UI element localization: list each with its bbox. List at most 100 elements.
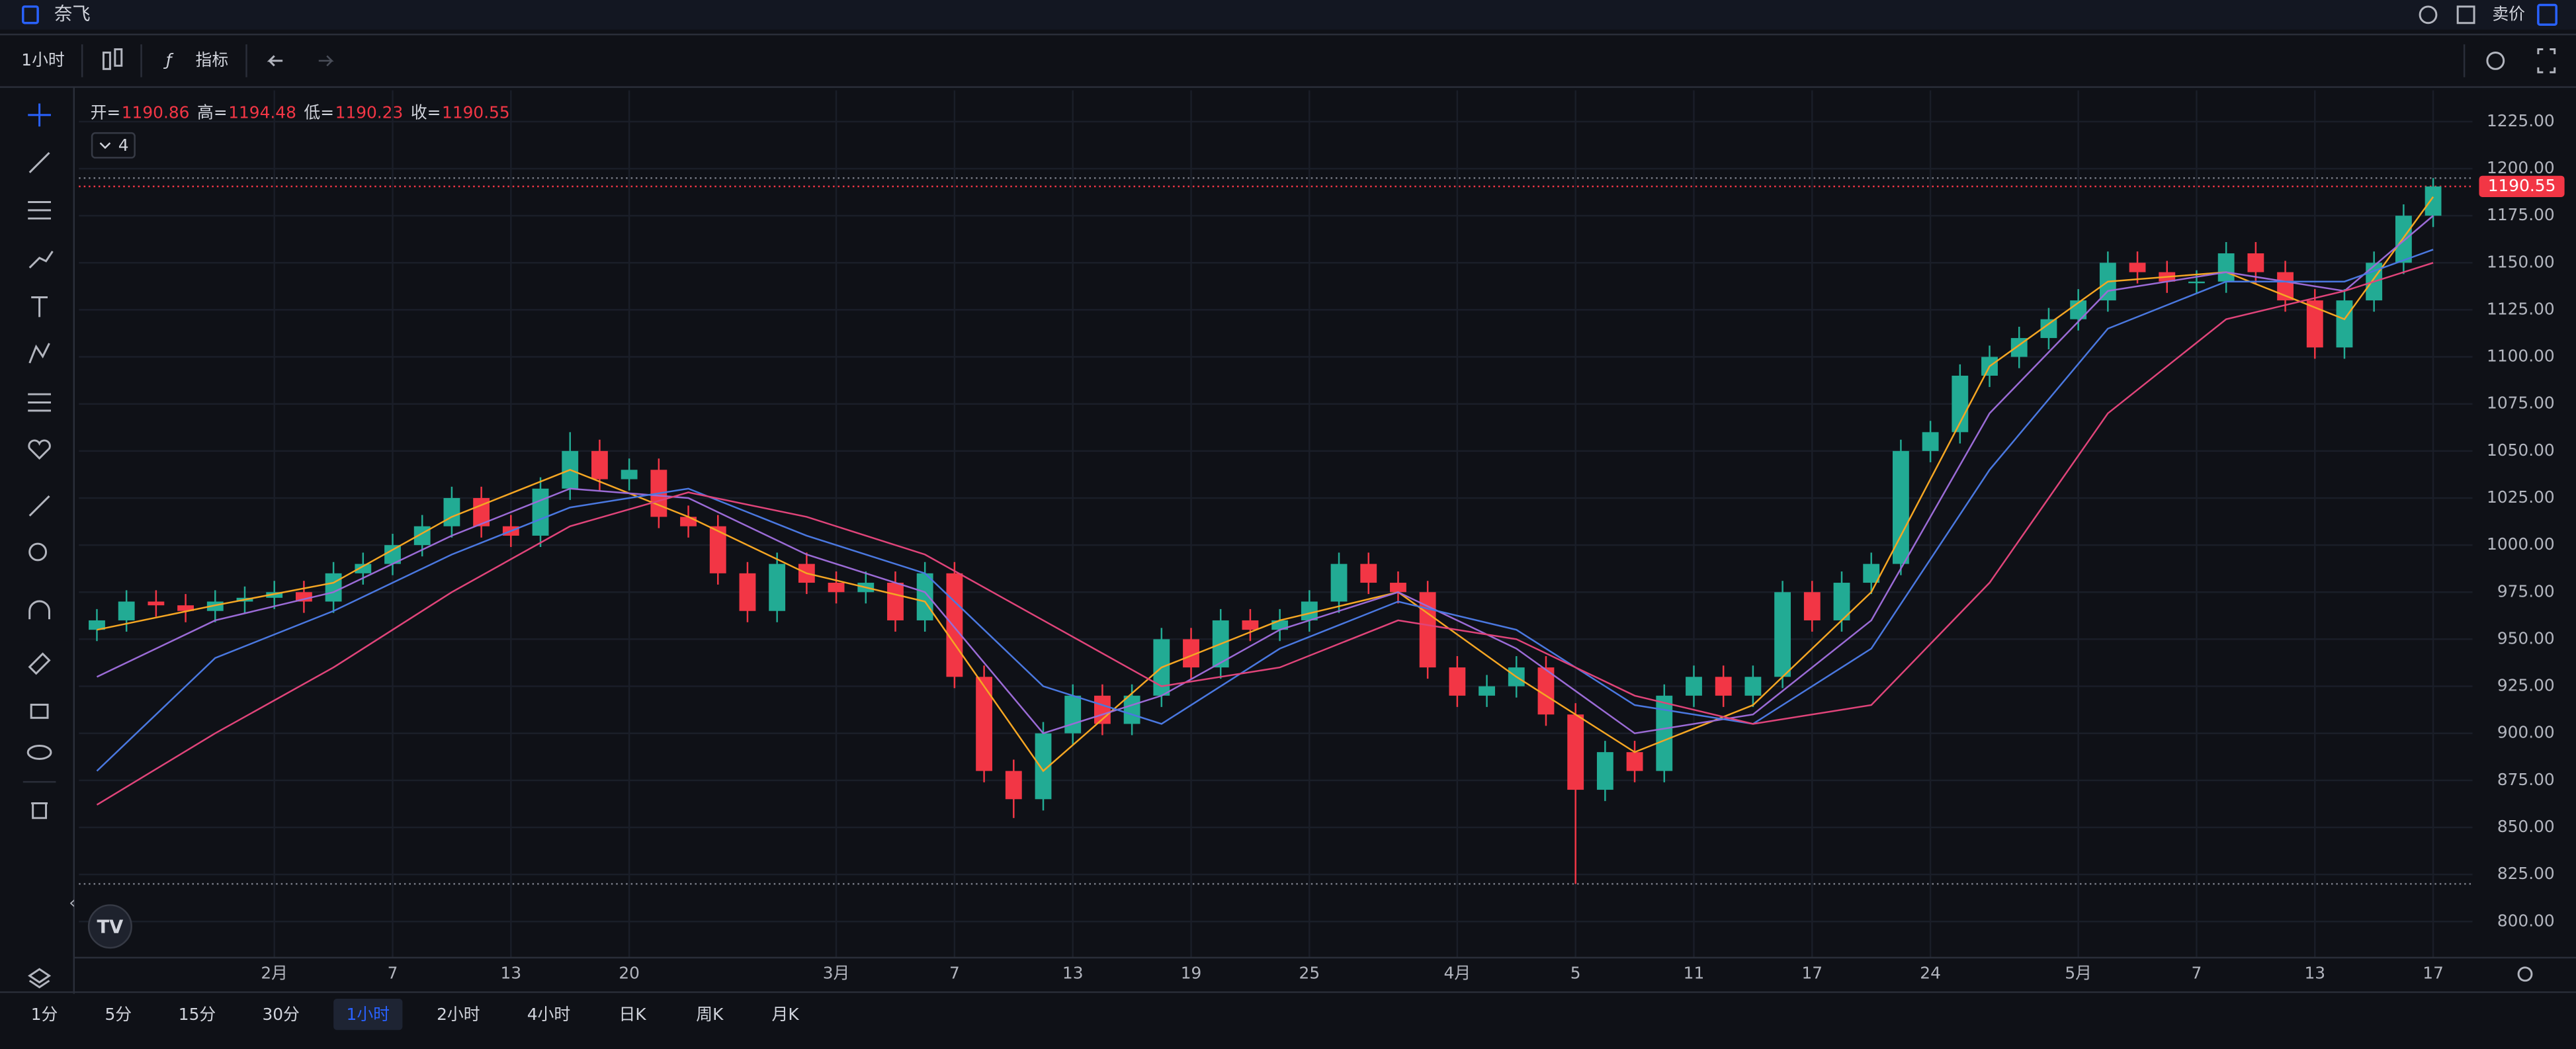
legend-label: 开= [91, 103, 121, 122]
x-tick-label: 13 [501, 964, 522, 983]
x-tick-label: 17 [2423, 964, 2444, 983]
fullscreen-icon[interactable] [2537, 48, 2556, 73]
logo-text: TV [97, 917, 124, 938]
x-tick-label: 7 [388, 964, 398, 983]
candle-body [1242, 620, 1259, 630]
y-tick-label: 1000.00 [2487, 534, 2555, 554]
x-tick-label: 5 [1570, 964, 1581, 983]
collapse-arrow[interactable]: ‹ [69, 893, 75, 912]
timeframe-button[interactable]: 30分 [262, 1005, 299, 1024]
candle-body [148, 601, 165, 606]
sidebar-icon[interactable] [22, 5, 39, 24]
brush-tool[interactable] [28, 251, 54, 269]
forecast-tool[interactable] [28, 393, 51, 412]
y-tick-label: 1150.00 [2487, 252, 2555, 271]
panel-icon[interactable] [2537, 3, 2557, 26]
y-tick-label: 975.00 [2497, 581, 2555, 601]
candle-body [739, 573, 756, 611]
y-tick-label: 875.00 [2497, 770, 2555, 789]
timeframe-button[interactable]: 2小时 [437, 1005, 480, 1024]
x-tick-label: 19 [1181, 964, 1202, 983]
timeframe-button[interactable]: 周K [696, 1005, 724, 1024]
moving-average-line [97, 196, 2434, 773]
timeframe-button[interactable]: 1小时 [347, 1005, 390, 1024]
candle-body [443, 497, 460, 526]
sell-label[interactable]: 卖价 [2492, 4, 2525, 23]
candle-body [976, 677, 993, 771]
fib-tool[interactable] [28, 200, 51, 220]
undo-icon[interactable] [267, 55, 283, 67]
moving-average-line [96, 249, 2434, 772]
ruler-tool[interactable] [28, 495, 50, 517]
trendline-tool[interactable] [28, 151, 50, 173]
lock-tool[interactable] [30, 703, 49, 719]
logo[interactable] [87, 904, 132, 949]
candle-body [2336, 300, 2353, 348]
y-tick-label: 950.00 [2497, 628, 2555, 648]
candle-body [1803, 592, 1821, 620]
delete-tool[interactable] [31, 802, 48, 819]
x-tick-label: 2月 [261, 964, 288, 983]
x-tick-label: 7 [949, 964, 960, 983]
candle-body [1774, 592, 1791, 677]
legend-value: 1190.86 [122, 103, 190, 122]
candle-body [355, 564, 372, 573]
candle-body [2247, 253, 2264, 273]
timeframe-button[interactable]: 1分 [31, 1005, 58, 1024]
indicator-badge[interactable] [91, 132, 136, 159]
candle-body [1596, 752, 1613, 790]
x-tick-label: 13 [2304, 964, 2325, 983]
x-tick-label: 3月 [823, 964, 850, 983]
text-tool[interactable] [31, 296, 48, 317]
candle-body [325, 573, 342, 602]
candle-body [1537, 667, 1555, 715]
candle-body [1744, 677, 1762, 696]
plot-area: 800.00 825.00 850.00 875.00 900.00 925.00 950.… [79, 90, 2565, 983]
x-tick-label: 7 [2192, 964, 2202, 983]
timeframe-button[interactable]: 4小时 [527, 1005, 570, 1024]
axis-settings-icon[interactable] [2517, 966, 2533, 982]
legend-label: 低= [304, 103, 334, 122]
candle-body [295, 592, 312, 602]
favorite-tool[interactable] [28, 439, 51, 460]
y-tick-label: 900.00 [2497, 723, 2555, 742]
y-tick-label: 1225.00 [2487, 111, 2555, 130]
y-tick-label: 825.00 [2497, 864, 2555, 883]
timeframe-button[interactable]: 日K [619, 1005, 647, 1024]
y-tick-label: 1075.00 [2487, 394, 2555, 413]
candle-body [591, 450, 608, 480]
badge-count: 4 [118, 136, 129, 155]
settings-icon[interactable] [2486, 51, 2505, 70]
magnet-tool[interactable] [28, 600, 50, 620]
zoom-tool[interactable] [28, 542, 48, 562]
candle-body [1715, 677, 1732, 696]
indicators-button[interactable]: 指标 [196, 50, 229, 69]
candle-body [177, 605, 194, 611]
candle-body [2217, 253, 2235, 282]
candle-body [1330, 564, 1348, 602]
visibility-tool[interactable] [26, 745, 52, 760]
timeframe-button[interactable]: 5分 [105, 1005, 132, 1024]
candle-body [1567, 714, 1584, 790]
x-tick-label: 25 [1299, 964, 1320, 983]
candle-body [2425, 186, 2442, 216]
badge-chevron [99, 142, 111, 149]
timeframe-button[interactable]: 月K [772, 1005, 800, 1024]
top-bar [0, 0, 2576, 30]
lock-draw-tool[interactable] [28, 652, 51, 675]
candle-body [1419, 592, 1436, 668]
refresh-icon[interactable] [2419, 5, 2438, 24]
interval-button[interactable]: 1小时 [21, 50, 64, 69]
timeframe-button[interactable]: 15分 [179, 1005, 216, 1024]
x-tick-label: 4月 [1444, 964, 1471, 983]
redo-icon[interactable] [318, 55, 334, 67]
layout-icon[interactable] [2456, 5, 2475, 24]
legend-value: 1194.48 [228, 103, 296, 122]
candle-body [1449, 667, 1466, 696]
layers-icon[interactable] [28, 968, 52, 989]
crosshair-tool[interactable] [28, 103, 51, 127]
drawing-tools [22, 103, 56, 819]
pattern-tool[interactable] [28, 343, 50, 364]
candle-type-icon[interactable] [102, 48, 123, 70]
fx-icon[interactable]: ƒ [163, 50, 174, 69]
